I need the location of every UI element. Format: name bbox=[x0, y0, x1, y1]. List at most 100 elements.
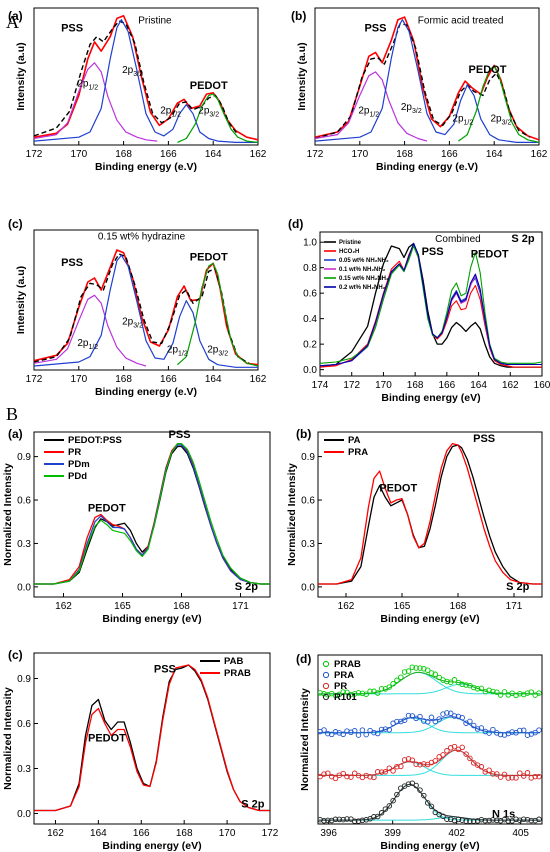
data-point bbox=[378, 726, 385, 733]
data-point bbox=[401, 669, 408, 675]
x-tick-label: 162 bbox=[531, 149, 548, 160]
plot-frame bbox=[33, 7, 259, 146]
x-tick-label: 162 bbox=[55, 601, 72, 612]
legend-label: PR bbox=[68, 447, 81, 458]
data-point bbox=[340, 770, 346, 777]
annotation-label: 2p1/2 bbox=[452, 114, 473, 127]
x-tick-label: 160 bbox=[534, 380, 550, 391]
data-point bbox=[520, 773, 527, 779]
data-point bbox=[447, 816, 454, 823]
y-tick-label: 0.6 bbox=[17, 719, 31, 730]
x-tick-label: 166 bbox=[439, 380, 456, 391]
series-line-3 bbox=[315, 19, 539, 143]
data-point bbox=[409, 757, 416, 763]
data-point bbox=[501, 689, 508, 695]
annotation-label: 2p3/2 bbox=[198, 106, 219, 119]
data-point bbox=[532, 729, 538, 736]
x-axis-label: Binding energy (eV) bbox=[102, 840, 201, 852]
x-tick-label: 164 bbox=[470, 380, 487, 391]
y-tick-label: 0.0 bbox=[303, 365, 317, 376]
data-point bbox=[386, 803, 393, 809]
data-point bbox=[528, 689, 535, 695]
panel-letter: (d) bbox=[288, 217, 303, 231]
chart-panel-B_c: 162 164 166 168 170 172 0.0 0.3 0.6 0.9 Binding en… bbox=[2, 648, 279, 852]
series-line-PRAB bbox=[34, 664, 270, 812]
series-line-PDd bbox=[34, 443, 270, 585]
data-point bbox=[486, 767, 492, 773]
data-point bbox=[367, 774, 373, 780]
data-point bbox=[363, 731, 369, 738]
series-PRAB bbox=[318, 664, 542, 699]
data-point bbox=[321, 818, 327, 824]
x-tick-label: 166 bbox=[133, 828, 150, 839]
data-point bbox=[355, 818, 362, 824]
data-point bbox=[474, 686, 481, 692]
series-line-PAB bbox=[34, 664, 270, 812]
data-point bbox=[470, 818, 477, 824]
data-point bbox=[444, 710, 450, 716]
series-line-HCO₂H bbox=[320, 244, 542, 368]
annotation-subscript: 1/2 bbox=[369, 112, 379, 119]
series-line-4 bbox=[177, 93, 258, 143]
annotation-label: PEDOT bbox=[190, 80, 228, 92]
data-point bbox=[344, 773, 350, 780]
data-point bbox=[478, 685, 485, 692]
chart-panel-B_d: 396 399 402 405 Binding energy (eV) Normalize… bbox=[296, 652, 543, 852]
x-tick-label: 170 bbox=[70, 149, 87, 160]
data-point bbox=[440, 752, 446, 758]
x-tick-label: 168 bbox=[396, 149, 413, 160]
data-point bbox=[459, 681, 465, 688]
data-point bbox=[325, 730, 331, 737]
annotation-subscript: 3/2 bbox=[412, 108, 422, 115]
annotation-label: 2p1/2 bbox=[160, 106, 181, 119]
data-point bbox=[501, 771, 508, 778]
y-axis-label: Intensity (a.u) bbox=[15, 266, 27, 334]
data-point bbox=[436, 674, 442, 681]
series-PR bbox=[318, 743, 542, 782]
plot-frame bbox=[314, 7, 540, 146]
data-point bbox=[401, 717, 408, 723]
data-point bbox=[328, 731, 335, 738]
chart-panel-A_c: 172 170 168 166 164 162 Binding energy (e.V) In… bbox=[8, 217, 267, 398]
x-tick-label: 174 bbox=[312, 380, 329, 391]
data-point bbox=[478, 816, 485, 823]
data-point bbox=[424, 800, 431, 806]
series-line-2 bbox=[34, 294, 147, 367]
data-point bbox=[355, 690, 362, 696]
data-point bbox=[351, 691, 358, 697]
data-point bbox=[321, 771, 327, 777]
data-point bbox=[451, 817, 458, 824]
data-point bbox=[409, 713, 416, 719]
y-tick-label: 0.9 bbox=[17, 452, 31, 463]
panel-letter: (b) bbox=[296, 427, 311, 441]
legend-swatch bbox=[322, 682, 330, 690]
data-point bbox=[455, 713, 462, 720]
data-point bbox=[451, 677, 458, 683]
series-R101 bbox=[318, 780, 542, 824]
data-point bbox=[398, 763, 404, 770]
data-point bbox=[394, 763, 400, 770]
series-line-2 bbox=[315, 71, 428, 142]
data-point bbox=[513, 816, 519, 822]
y-axis-label: Intensity (a.u) bbox=[296, 42, 308, 110]
annotation-label: PEDOT bbox=[471, 248, 509, 260]
data-point bbox=[394, 791, 400, 798]
data-point bbox=[390, 681, 396, 687]
y-tick-label: 1.0 bbox=[303, 238, 317, 249]
annotation-label: PEDOT bbox=[379, 482, 417, 494]
data-point bbox=[367, 688, 373, 695]
data-point bbox=[528, 817, 535, 824]
x-tick-label: 170 bbox=[70, 374, 87, 385]
data-point bbox=[474, 726, 481, 732]
x-axis-label: Binding energy (eV) bbox=[380, 613, 479, 625]
data-point bbox=[497, 692, 504, 698]
y-tick-label: 0.6 bbox=[301, 496, 315, 507]
annotation-subscript: 3/2 bbox=[502, 120, 512, 127]
data-point bbox=[332, 729, 339, 735]
annotation-label: 2p1/2 bbox=[77, 338, 98, 351]
series-line-2 bbox=[34, 62, 158, 142]
data-point bbox=[398, 674, 404, 680]
data-point bbox=[517, 727, 523, 734]
chart-panel-B_b: 162 165 168 171 0.0 0.3 0.6 0.9 Binding energy (… bbox=[286, 427, 543, 625]
